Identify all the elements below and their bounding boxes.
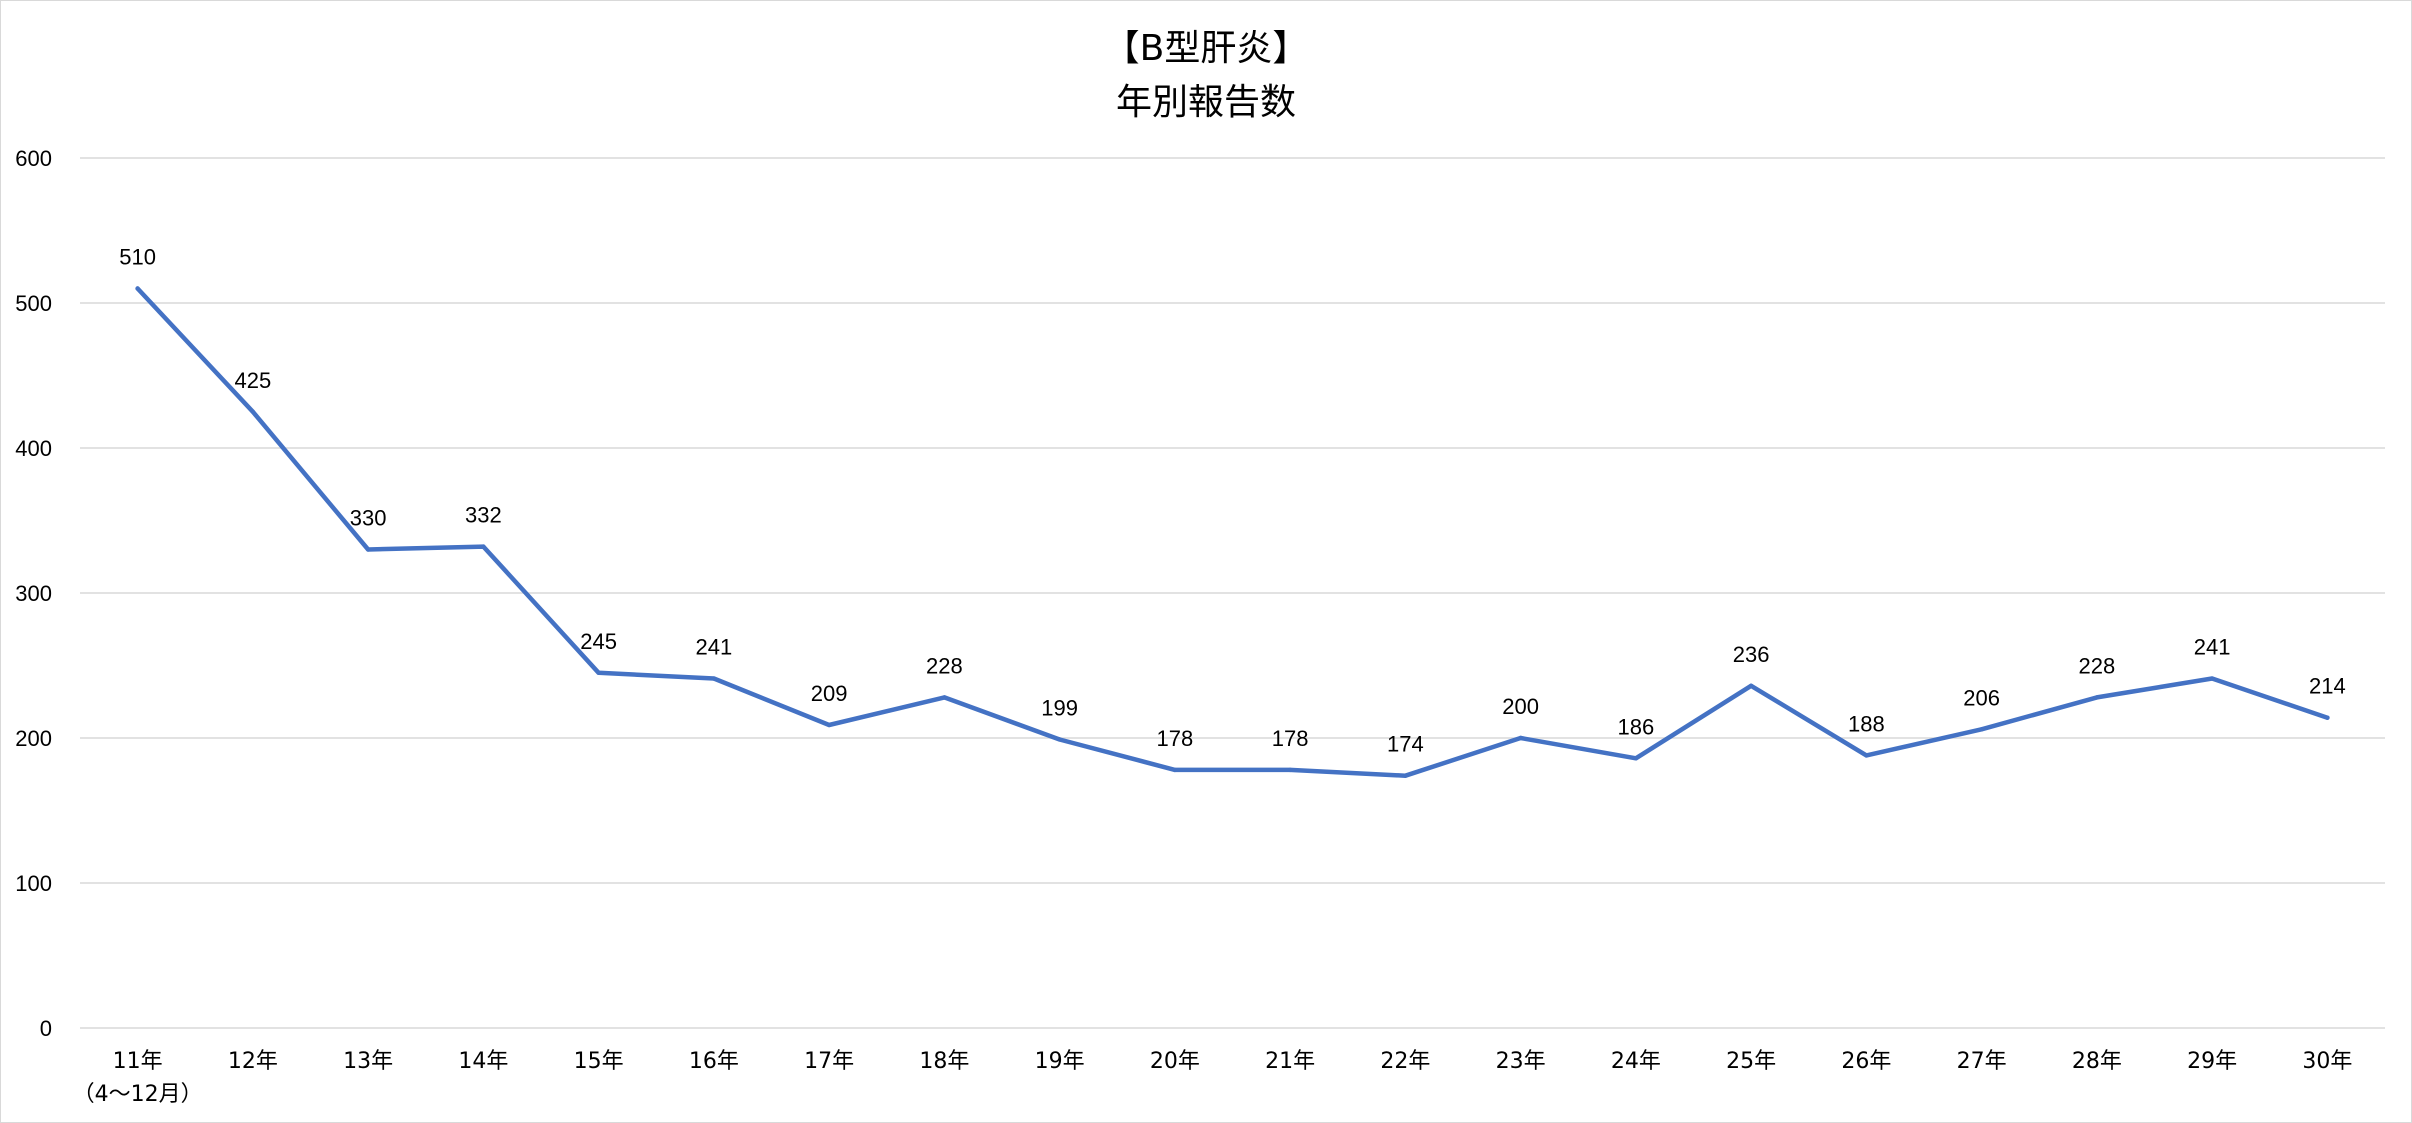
x-tick-label: 22年: [1380, 1049, 1430, 1074]
data-point: [711, 676, 717, 681]
x-tick-label: 25年: [1726, 1049, 1776, 1074]
x-tick-label: 15年: [574, 1049, 624, 1074]
chart-title: 【B型肝炎】: [1103, 28, 1309, 69]
x-tick-label: 21年: [1265, 1049, 1315, 1074]
x-tick-label: 29年: [2187, 1049, 2237, 1074]
data-point: [2094, 695, 2100, 700]
x-tick-label: 11年: [113, 1049, 163, 1074]
data-point: [1172, 767, 1178, 773]
data-label: 330: [350, 506, 387, 531]
data-point: [1518, 735, 1523, 741]
data-label: 178: [1272, 726, 1309, 751]
data-label: 228: [926, 653, 963, 678]
data-point: [2209, 676, 2215, 681]
data-point: [1633, 756, 1639, 761]
data-point: [826, 722, 832, 728]
data-label: 214: [2309, 674, 2346, 699]
data-label: 174: [1387, 732, 1424, 757]
x-tick-label: 20年: [1150, 1049, 1200, 1074]
data-label: 241: [696, 635, 733, 660]
y-tick-label: 600: [15, 146, 52, 171]
data-point: [942, 695, 947, 700]
y-axis-ticks: 0 100 200 300 400 500 600: [15, 146, 52, 1041]
x-tick-label: 23年: [1496, 1049, 1546, 1074]
data-point: [250, 409, 256, 414]
data-label: 425: [235, 368, 272, 393]
data-label: 186: [1618, 714, 1655, 739]
x-tick-label: 28年: [2072, 1049, 2122, 1074]
x-tick-label: 17年: [804, 1049, 854, 1074]
data-point: [596, 670, 601, 675]
x-tick-note: （4～12月）: [73, 1082, 203, 1107]
series-line: [135, 286, 2330, 778]
data-label: 236: [1733, 642, 1770, 667]
x-tick-label: 18年: [919, 1049, 969, 1074]
data-point: [1057, 737, 1062, 742]
y-tick-label: 200: [15, 726, 52, 751]
x-tick-label: 27年: [1957, 1049, 2007, 1074]
y-tick-label: 300: [15, 581, 52, 606]
x-axis-ticks: （4～12月） 11年 12年 13年 14年 15年 16年 17年 18年 19年 20年 21…: [73, 1049, 2353, 1107]
data-point: [481, 544, 486, 549]
x-tick-label: 14年: [458, 1049, 508, 1074]
data-label: 206: [1963, 685, 2000, 710]
data-point: [1287, 767, 1293, 773]
x-tick-label: 16年: [689, 1049, 739, 1074]
data-label: 245: [580, 629, 617, 654]
y-tick-label: 400: [15, 436, 52, 461]
x-tick-label: 30年: [2302, 1049, 2352, 1074]
data-label: 241: [2194, 635, 2231, 660]
data-point: [1748, 683, 1754, 688]
data-label: 510: [119, 245, 156, 270]
series-line-group: [135, 286, 2330, 778]
x-tick-label: 26年: [1841, 1049, 1891, 1074]
data-point: [365, 547, 371, 552]
y-tick-label: 500: [15, 291, 52, 316]
y-tick-label: 0: [40, 1016, 52, 1041]
x-tick-label: 13年: [343, 1049, 393, 1074]
gridlines: [80, 157, 2385, 1029]
y-tick-label: 100: [15, 871, 52, 896]
data-point: [1979, 727, 1984, 732]
x-tick-label: 12年: [228, 1049, 278, 1074]
data-labels: 510 425 330 332 245 241 209 228 199 178 178 174 200 1…: [119, 245, 2345, 757]
data-label: 209: [811, 681, 848, 706]
x-tick-label: 19年: [1035, 1049, 1085, 1074]
data-point: [135, 286, 140, 291]
data-label: 199: [1041, 695, 1078, 720]
x-tick-label: 24年: [1611, 1049, 1661, 1074]
data-label: 188: [1848, 711, 1885, 736]
data-label: 178: [1157, 726, 1194, 751]
data-label: 332: [465, 503, 502, 528]
data-point: [1403, 773, 1408, 778]
data-point: [2325, 715, 2330, 720]
data-point: [1864, 753, 1869, 758]
data-label: 228: [2079, 653, 2116, 678]
data-label: 200: [1502, 694, 1539, 719]
chart-subtitle: 年別報告数: [1115, 82, 1296, 123]
